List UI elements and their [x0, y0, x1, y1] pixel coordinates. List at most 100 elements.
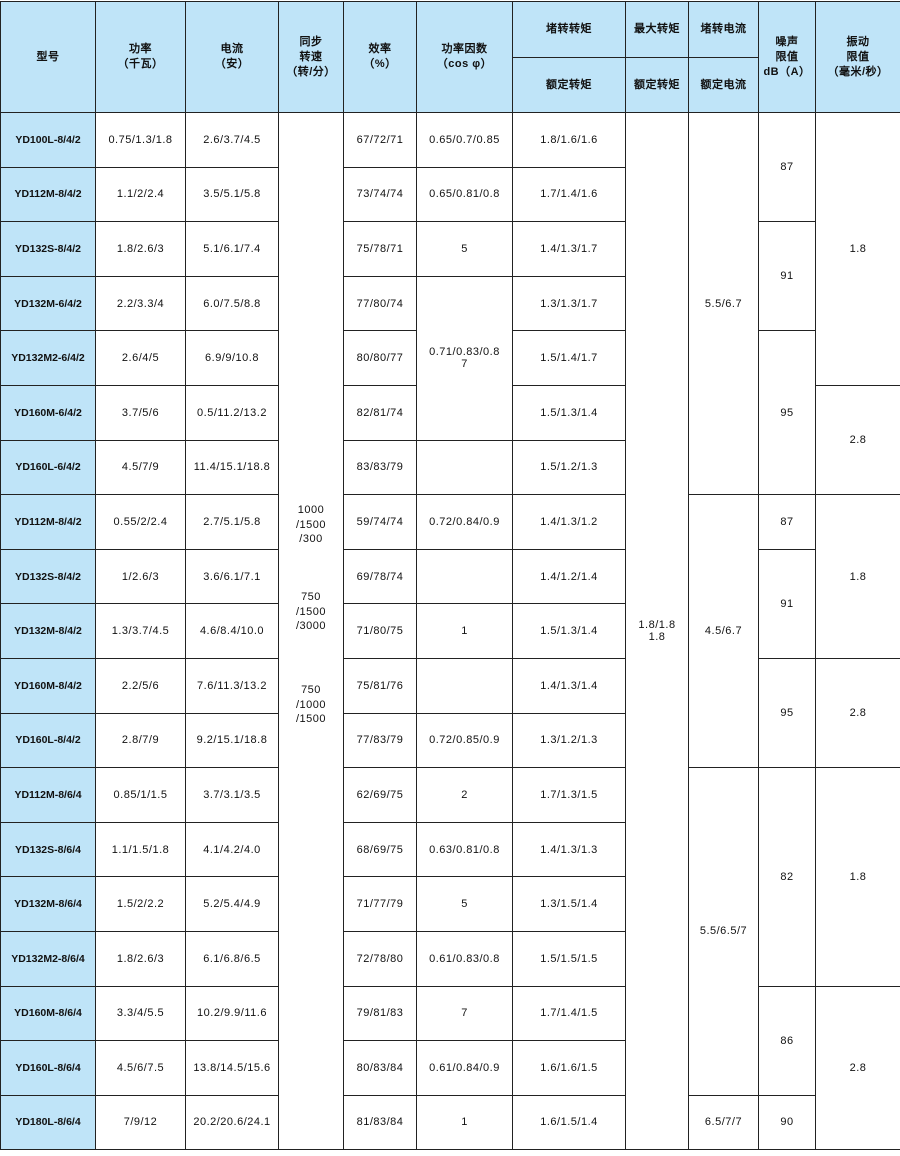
cell-efficiency: 72/78/80 — [344, 931, 417, 986]
cell-current: 3.7/3.1/3.5 — [186, 768, 279, 823]
cell-model: YD132S-8/4/2 — [1, 222, 96, 277]
cell-efficiency: 80/80/77 — [344, 331, 417, 386]
cell-power: 1.8/2.6/3 — [96, 222, 186, 277]
cell-efficiency: 73/74/74 — [344, 167, 417, 222]
cell-current: 6.9/9/10.8 — [186, 331, 279, 386]
cell-efficiency: 59/74/74 — [344, 495, 417, 550]
cell-model: YD160L-8/6/4 — [1, 1041, 96, 1096]
cell-torque-ratio: 1.3/1.5/1.4 — [513, 877, 626, 932]
header-current: 电流 （安） — [186, 2, 279, 113]
cell-noise: 82 — [759, 768, 816, 986]
cell-model: YD132M2-6/4/2 — [1, 331, 96, 386]
cell-torque-ratio: 1.6/1.5/1.4 — [513, 1095, 626, 1150]
cell-noise: 91 — [759, 549, 816, 658]
cell-torque-ratio: 1.5/1.2/1.3 — [513, 440, 626, 495]
cell-power: 1.5/2/2.2 — [96, 877, 186, 932]
cell-power-factor — [417, 549, 513, 604]
cell-efficiency: 71/77/79 — [344, 877, 417, 932]
cell-model: YD132S-8/4/2 — [1, 549, 96, 604]
cell-power: 1.8/2.6/3 — [96, 931, 186, 986]
cell-current: 6.1/6.8/6.5 — [186, 931, 279, 986]
cell-power-factor: 0.61/0.84/0.9 — [417, 1041, 513, 1096]
cell-noise: 86 — [759, 986, 816, 1095]
cell-efficiency: 68/69/75 — [344, 822, 417, 877]
cell-power: 1/2.6/3 — [96, 549, 186, 604]
table-header: 型号 功率 （千瓦） 电流 （安） 同步 转速 （转/分） 效率 （%） 功率因… — [1, 2, 900, 113]
cell-efficiency: 62/69/75 — [344, 768, 417, 823]
cell-power-factor: 5 — [417, 877, 513, 932]
cell-efficiency: 75/81/76 — [344, 658, 417, 713]
cell-power-factor: 0.61/0.83/0.8 — [417, 931, 513, 986]
cell-power: 3.7/5/6 — [96, 385, 186, 440]
cell-efficiency: 81/83/84 — [344, 1095, 417, 1150]
cell-power: 4.5/6/7.5 — [96, 1041, 186, 1096]
cell-model: YD132M-8/6/4 — [1, 877, 96, 932]
cell-efficiency: 77/83/79 — [344, 713, 417, 768]
header-locked-torque: 堵转转矩 — [513, 2, 626, 58]
cell-torque-ratio: 1.3/1.3/1.7 — [513, 276, 626, 331]
cell-model: YD100L-8/4/2 — [1, 113, 96, 168]
cell-efficiency: 79/81/83 — [344, 986, 417, 1041]
cell-vibration: 2.8 — [816, 986, 900, 1150]
cell-model: YD160L-8/4/2 — [1, 713, 96, 768]
cell-power: 4.5/7/9 — [96, 440, 186, 495]
cell-vibration: 1.8 — [816, 113, 900, 386]
cell-model: YD160M-8/4/2 — [1, 658, 96, 713]
cell-current: 5.1/6.1/7.4 — [186, 222, 279, 277]
cell-vibration: 1.8 — [816, 768, 900, 986]
cell-power-factor: 0.65/0.81/0.8 — [417, 167, 513, 222]
cell-power: 0.55/2/2.4 — [96, 495, 186, 550]
cell-current: 2.7/5.1/5.8 — [186, 495, 279, 550]
cell-torque-ratio: 1.7/1.3/1.5 — [513, 768, 626, 823]
cell-power-factor: 5 — [417, 222, 513, 277]
cell-current: 6.0/7.5/8.8 — [186, 276, 279, 331]
cell-model: YD160M-6/4/2 — [1, 385, 96, 440]
cell-model: YD180L-8/6/4 — [1, 1095, 96, 1150]
cell-power: 1.3/3.7/4.5 — [96, 604, 186, 659]
cell-torque-ratio: 1.7/1.4/1.5 — [513, 986, 626, 1041]
header-power: 功率 （千瓦） — [96, 2, 186, 113]
cell-current: 3.6/6.1/7.1 — [186, 549, 279, 604]
cell-model: YD132M-8/4/2 — [1, 604, 96, 659]
cell-power: 2.8/7/9 — [96, 713, 186, 768]
speed-value: 1000 /1500 /300 — [279, 503, 343, 547]
header-power-factor: 功率因数 （cos φ） — [417, 2, 513, 113]
cell-power: 3.3/4/5.5 — [96, 986, 186, 1041]
cell-noise: 95 — [759, 658, 816, 767]
cell-locked-current: 5.5/6.5/7 — [689, 768, 759, 1096]
cell-current: 4.1/4.2/4.0 — [186, 822, 279, 877]
cell-power: 2.2/5/6 — [96, 658, 186, 713]
cell-torque-ratio: 1.4/1.3/1.2 — [513, 495, 626, 550]
cell-current: 0.5/11.2/13.2 — [186, 385, 279, 440]
cell-current: 10.2/9.9/11.6 — [186, 986, 279, 1041]
cell-torque-ratio: 1.8/1.6/1.6 — [513, 113, 626, 168]
cell-power-factor: 0.63/0.81/0.8 — [417, 822, 513, 877]
cell-current: 3.5/5.1/5.8 — [186, 167, 279, 222]
cell-max-torque: 1.8/1.8 1.8 — [626, 113, 689, 1150]
header-max-torque: 最大转矩 — [626, 2, 689, 58]
cell-power-factor: 1 — [417, 604, 513, 659]
cell-locked-current: 5.5/6.7 — [689, 113, 759, 495]
cell-torque-ratio: 1.4/1.3/1.4 — [513, 658, 626, 713]
cell-noise: 87 — [759, 495, 816, 550]
cell-power: 2.2/3.3/4 — [96, 276, 186, 331]
header-efficiency: 效率 （%） — [344, 2, 417, 113]
cell-model: YD160M-8/6/4 — [1, 986, 96, 1041]
cell-model: YD112M-8/4/2 — [1, 167, 96, 222]
cell-torque-ratio: 1.5/1.3/1.4 — [513, 604, 626, 659]
cell-torque-ratio: 1.4/1.2/1.4 — [513, 549, 626, 604]
cell-power-factor: 0.72/0.84/0.9 — [417, 495, 513, 550]
cell-power: 0.85/1/1.5 — [96, 768, 186, 823]
cell-torque-ratio: 1.7/1.4/1.6 — [513, 167, 626, 222]
cell-locked-current: 6.5/7/7 — [689, 1095, 759, 1150]
cell-vibration: 1.8 — [816, 495, 900, 659]
